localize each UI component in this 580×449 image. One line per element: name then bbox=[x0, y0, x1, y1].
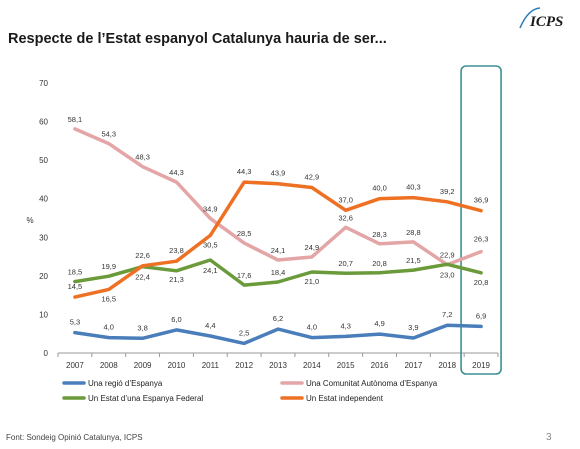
y-tick-label: 40 bbox=[39, 195, 48, 204]
x-tick-label: 2015 bbox=[337, 361, 355, 370]
data-label: 39,2 bbox=[440, 187, 455, 196]
data-label: 24,1 bbox=[203, 266, 218, 275]
y-tick-label: 0 bbox=[44, 349, 49, 358]
data-label: 24,1 bbox=[271, 246, 286, 255]
data-label: 6,0 bbox=[171, 315, 181, 324]
line-chart: 0 10 20 30 40 50 60 70% 2007 2008 2009 2010 2011 2012… bbox=[26, 65, 502, 403]
data-label: 4,9 bbox=[374, 319, 384, 328]
data-label: 22,4 bbox=[135, 273, 150, 282]
data-label: 20,8 bbox=[474, 278, 489, 287]
page-title: Respecte de l’Estat espanyol Catalunya h… bbox=[8, 31, 387, 47]
data-label: 28,8 bbox=[406, 228, 421, 237]
data-label: 26,3 bbox=[474, 235, 489, 244]
source-note: Font: Sondeig Opinió Catalunya, ICPS bbox=[6, 433, 143, 442]
legend-label: Una regió d’Espanya bbox=[88, 379, 163, 388]
x-tick-label: 2012 bbox=[235, 361, 253, 370]
data-label: 48,3 bbox=[135, 153, 150, 162]
x-tick-label: 2009 bbox=[134, 361, 152, 370]
data-label: 5,3 bbox=[70, 318, 80, 327]
legend-label: Una Comunitat Autònoma d’Espanya bbox=[306, 379, 438, 388]
data-label: 4,3 bbox=[340, 321, 350, 330]
data-label: 7,2 bbox=[442, 310, 452, 319]
data-label: 34,9 bbox=[203, 204, 218, 213]
x-tick-label: 2007 bbox=[66, 361, 84, 370]
data-label: 44,3 bbox=[169, 168, 184, 177]
y-tick-label: 50 bbox=[39, 156, 48, 165]
data-label: 21,3 bbox=[169, 275, 184, 284]
data-label: 42,9 bbox=[305, 173, 320, 182]
data-label: 22,6 bbox=[135, 251, 150, 260]
data-label: 23,8 bbox=[169, 246, 184, 255]
x-tick-label: 2010 bbox=[168, 361, 186, 370]
data-label: 6,9 bbox=[476, 311, 486, 320]
data-label: 21,5 bbox=[406, 256, 421, 265]
data-label: 54,3 bbox=[101, 130, 116, 139]
data-label: 24,9 bbox=[305, 243, 320, 252]
x-tick-label: 2019 bbox=[472, 361, 490, 370]
data-label: 18,5 bbox=[68, 268, 83, 277]
page-number: 3 bbox=[546, 432, 552, 443]
data-label: 28,3 bbox=[372, 230, 387, 239]
data-label: 40,3 bbox=[406, 183, 421, 192]
data-label: 19,9 bbox=[101, 262, 116, 271]
data-label: 20,8 bbox=[372, 259, 387, 268]
highlight-box-2019 bbox=[460, 65, 502, 375]
y-tick-label: 10 bbox=[39, 310, 48, 319]
data-label: 22,9 bbox=[440, 251, 455, 260]
x-tick-label: 2016 bbox=[371, 361, 389, 370]
y-tick-label: 60 bbox=[39, 118, 48, 127]
data-label: 4,4 bbox=[205, 321, 215, 330]
legend-label: Un Estat d’una Espanya Federal bbox=[88, 394, 203, 403]
series-line-2 bbox=[73, 127, 483, 267]
x-tick-label: 2011 bbox=[202, 361, 220, 370]
data-label: 3,8 bbox=[137, 323, 147, 332]
data-label: 23,0 bbox=[440, 270, 455, 279]
data-label: 18,4 bbox=[271, 268, 286, 277]
data-label: 14,5 bbox=[68, 282, 83, 291]
data-label: 44,3 bbox=[237, 167, 252, 176]
data-label: 20,7 bbox=[338, 259, 353, 268]
data-label: 40,0 bbox=[372, 184, 387, 193]
data-label: 16,5 bbox=[101, 294, 116, 303]
y-tick-label: 30 bbox=[39, 233, 48, 242]
data-label: 4,0 bbox=[307, 323, 317, 332]
data-label: 43,9 bbox=[271, 169, 286, 178]
svg-text:ICPS: ICPS bbox=[529, 14, 563, 30]
data-label: 36,9 bbox=[474, 196, 489, 205]
legend-label: Un Estat independent bbox=[306, 394, 384, 403]
x-tick-label: 2008 bbox=[100, 361, 118, 370]
x-tick-label: 2018 bbox=[438, 361, 456, 370]
y-tick-label: 70 bbox=[39, 79, 48, 88]
x-tick-label: 2013 bbox=[269, 361, 287, 370]
data-label: 3,9 bbox=[408, 323, 418, 332]
series-line-1 bbox=[73, 323, 483, 346]
x-tick-label: 2014 bbox=[303, 361, 321, 370]
series-line-4 bbox=[73, 180, 483, 299]
data-label: 30,5 bbox=[203, 240, 218, 249]
data-label: 37,0 bbox=[338, 195, 353, 204]
data-label: 6,2 bbox=[273, 314, 283, 323]
icps-logo: ICPS bbox=[519, 7, 563, 30]
y-axis-label: % bbox=[26, 216, 33, 225]
data-label: 21,0 bbox=[305, 277, 320, 286]
data-label: 17,6 bbox=[237, 271, 252, 280]
data-label: 2,5 bbox=[239, 328, 249, 337]
x-tick-label: 2017 bbox=[404, 361, 422, 370]
data-label: 58,1 bbox=[68, 115, 83, 124]
data-label: 28,5 bbox=[237, 229, 252, 238]
y-tick-label: 20 bbox=[39, 272, 48, 281]
data-label: 4,0 bbox=[104, 323, 114, 332]
data-label: 32,6 bbox=[338, 213, 353, 222]
